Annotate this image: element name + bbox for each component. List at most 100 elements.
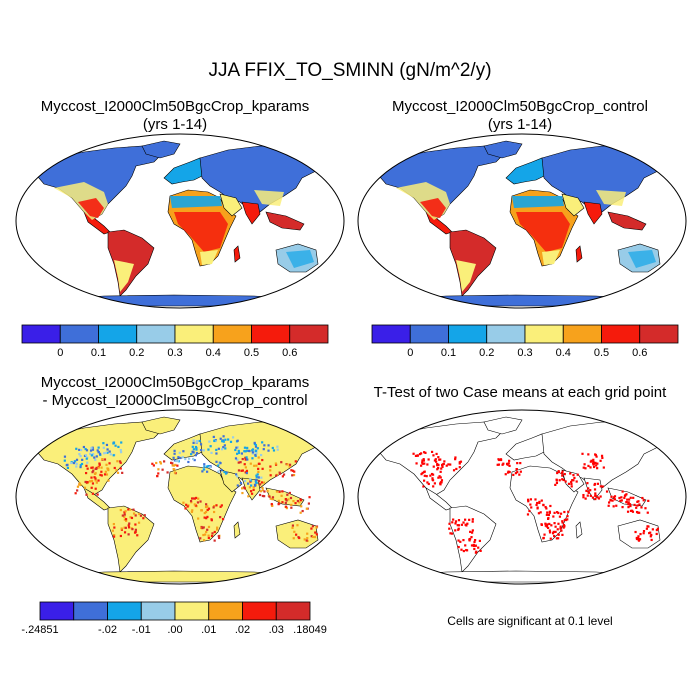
significant-cell [567,510,570,513]
diff-cell [219,437,222,440]
diff-cell [241,491,244,495]
diff-cell [120,527,123,530]
diff-cell [269,497,272,500]
diff-cell [152,464,155,467]
diff-cell [107,468,110,472]
diff-cell [276,448,279,451]
significant-cell [560,471,564,475]
diff-cell [212,506,215,509]
significant-cell [651,528,654,531]
significant-cell [432,454,435,457]
diff-cell [92,469,95,472]
map-kparams [15,133,345,309]
diff-cell [91,482,95,485]
diff-cell [271,496,275,499]
band-africa-tropics [174,212,228,252]
diff-cell [192,448,195,451]
significant-cell [557,522,560,525]
diff-cell [259,483,262,486]
significant-cell [464,523,467,526]
significant-cell [624,494,627,497]
land-antarctica [45,570,315,583]
diff-cell [105,473,109,476]
diff-cell [113,534,116,537]
significant-cell [609,499,612,502]
diff-cell [114,444,117,447]
diff-cell [132,508,135,511]
diff-cell [118,460,122,463]
significant-cell [458,466,461,469]
diff-cell [241,469,244,472]
diff-cell [74,492,77,495]
diff-cell [119,508,122,512]
significant-cell [644,507,647,510]
diff-cell [253,464,256,467]
significant-cell [427,482,430,486]
diff-cell [271,446,274,450]
colorbar-tick-label: 0.1 [440,347,457,359]
significant-cell [629,496,632,499]
diff-cell [243,463,246,466]
diff-cell [202,533,205,537]
diff-cell [258,462,261,465]
significant-cell [519,470,522,473]
significant-cell [628,498,631,501]
diff-cell [261,494,264,498]
significant-cell [421,462,424,465]
diff-cell [219,505,222,508]
significant-cell [572,474,575,477]
diff-cell [90,479,94,483]
diff-cell [237,451,241,455]
diff-cell [231,436,235,439]
significant-cell [591,496,595,499]
significant-cell [586,482,589,485]
significant-cell [544,505,547,509]
diff-cell [208,466,212,469]
diff-cell [278,471,281,474]
significant-cell [600,454,604,457]
land-greenland [483,416,523,435]
significant-cell [648,532,651,535]
significant-cell [439,458,442,461]
diff-cell [256,447,259,450]
diff-cell [86,467,89,470]
significant-cell [605,490,609,493]
significant-cell [423,474,426,477]
diff-cell [97,446,100,449]
diff-cell [224,447,227,450]
significant-cell [515,468,518,471]
diff-cell [102,446,105,449]
colorbar-swatch [21,324,61,344]
significant-cell [437,456,440,459]
diff-cell [210,451,213,455]
significant-cell [535,503,538,507]
significant-cell [452,469,456,472]
colorbar-swatch [107,601,142,621]
land-samerica [449,505,497,573]
diff-cell [171,464,174,467]
diff-cell [94,477,97,480]
map-ttest [357,409,687,585]
diff-cell [263,444,266,447]
significant-cell [459,540,462,543]
diff-cell [70,461,73,465]
significant-cell [422,458,425,461]
panel-3-title: Myccost_I2000Clm50BgcCrop_kparams [40,374,310,391]
map-border [357,133,687,309]
significant-cell [548,522,551,526]
colorbar-tick-label: .02 [234,624,251,636]
diff-cell [250,484,253,487]
diff-cell [195,441,198,444]
diff-cell [108,450,111,453]
significant-cell [592,465,596,469]
diff-cell [156,474,159,478]
diff-cell [211,532,214,535]
significant-cell [621,490,624,493]
land-india [241,201,261,225]
significant-cell [602,466,605,469]
significant-cell [646,525,649,528]
diff-cell [78,483,81,486]
significant-cell [554,525,557,528]
diff-cell [202,526,205,529]
diff-cell [131,528,134,531]
